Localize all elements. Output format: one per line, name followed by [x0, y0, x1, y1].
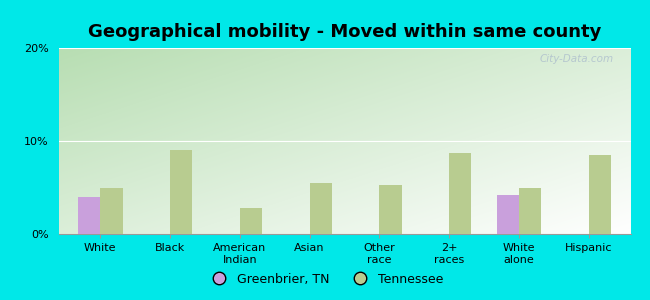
Legend: Greenbrier, TN, Tennessee: Greenbrier, TN, Tennessee	[202, 268, 448, 291]
Text: City-Data.com: City-Data.com	[540, 54, 614, 64]
Bar	[170, 150, 192, 234]
Bar	[519, 188, 541, 234]
Bar	[589, 155, 611, 234]
Bar	[497, 195, 519, 234]
Bar	[78, 197, 100, 234]
Bar	[100, 188, 123, 234]
Title: Geographical mobility - Moved within same county: Geographical mobility - Moved within sam…	[88, 23, 601, 41]
Bar	[449, 153, 471, 234]
Bar	[240, 208, 262, 234]
Bar	[380, 185, 402, 234]
Bar	[309, 183, 332, 234]
